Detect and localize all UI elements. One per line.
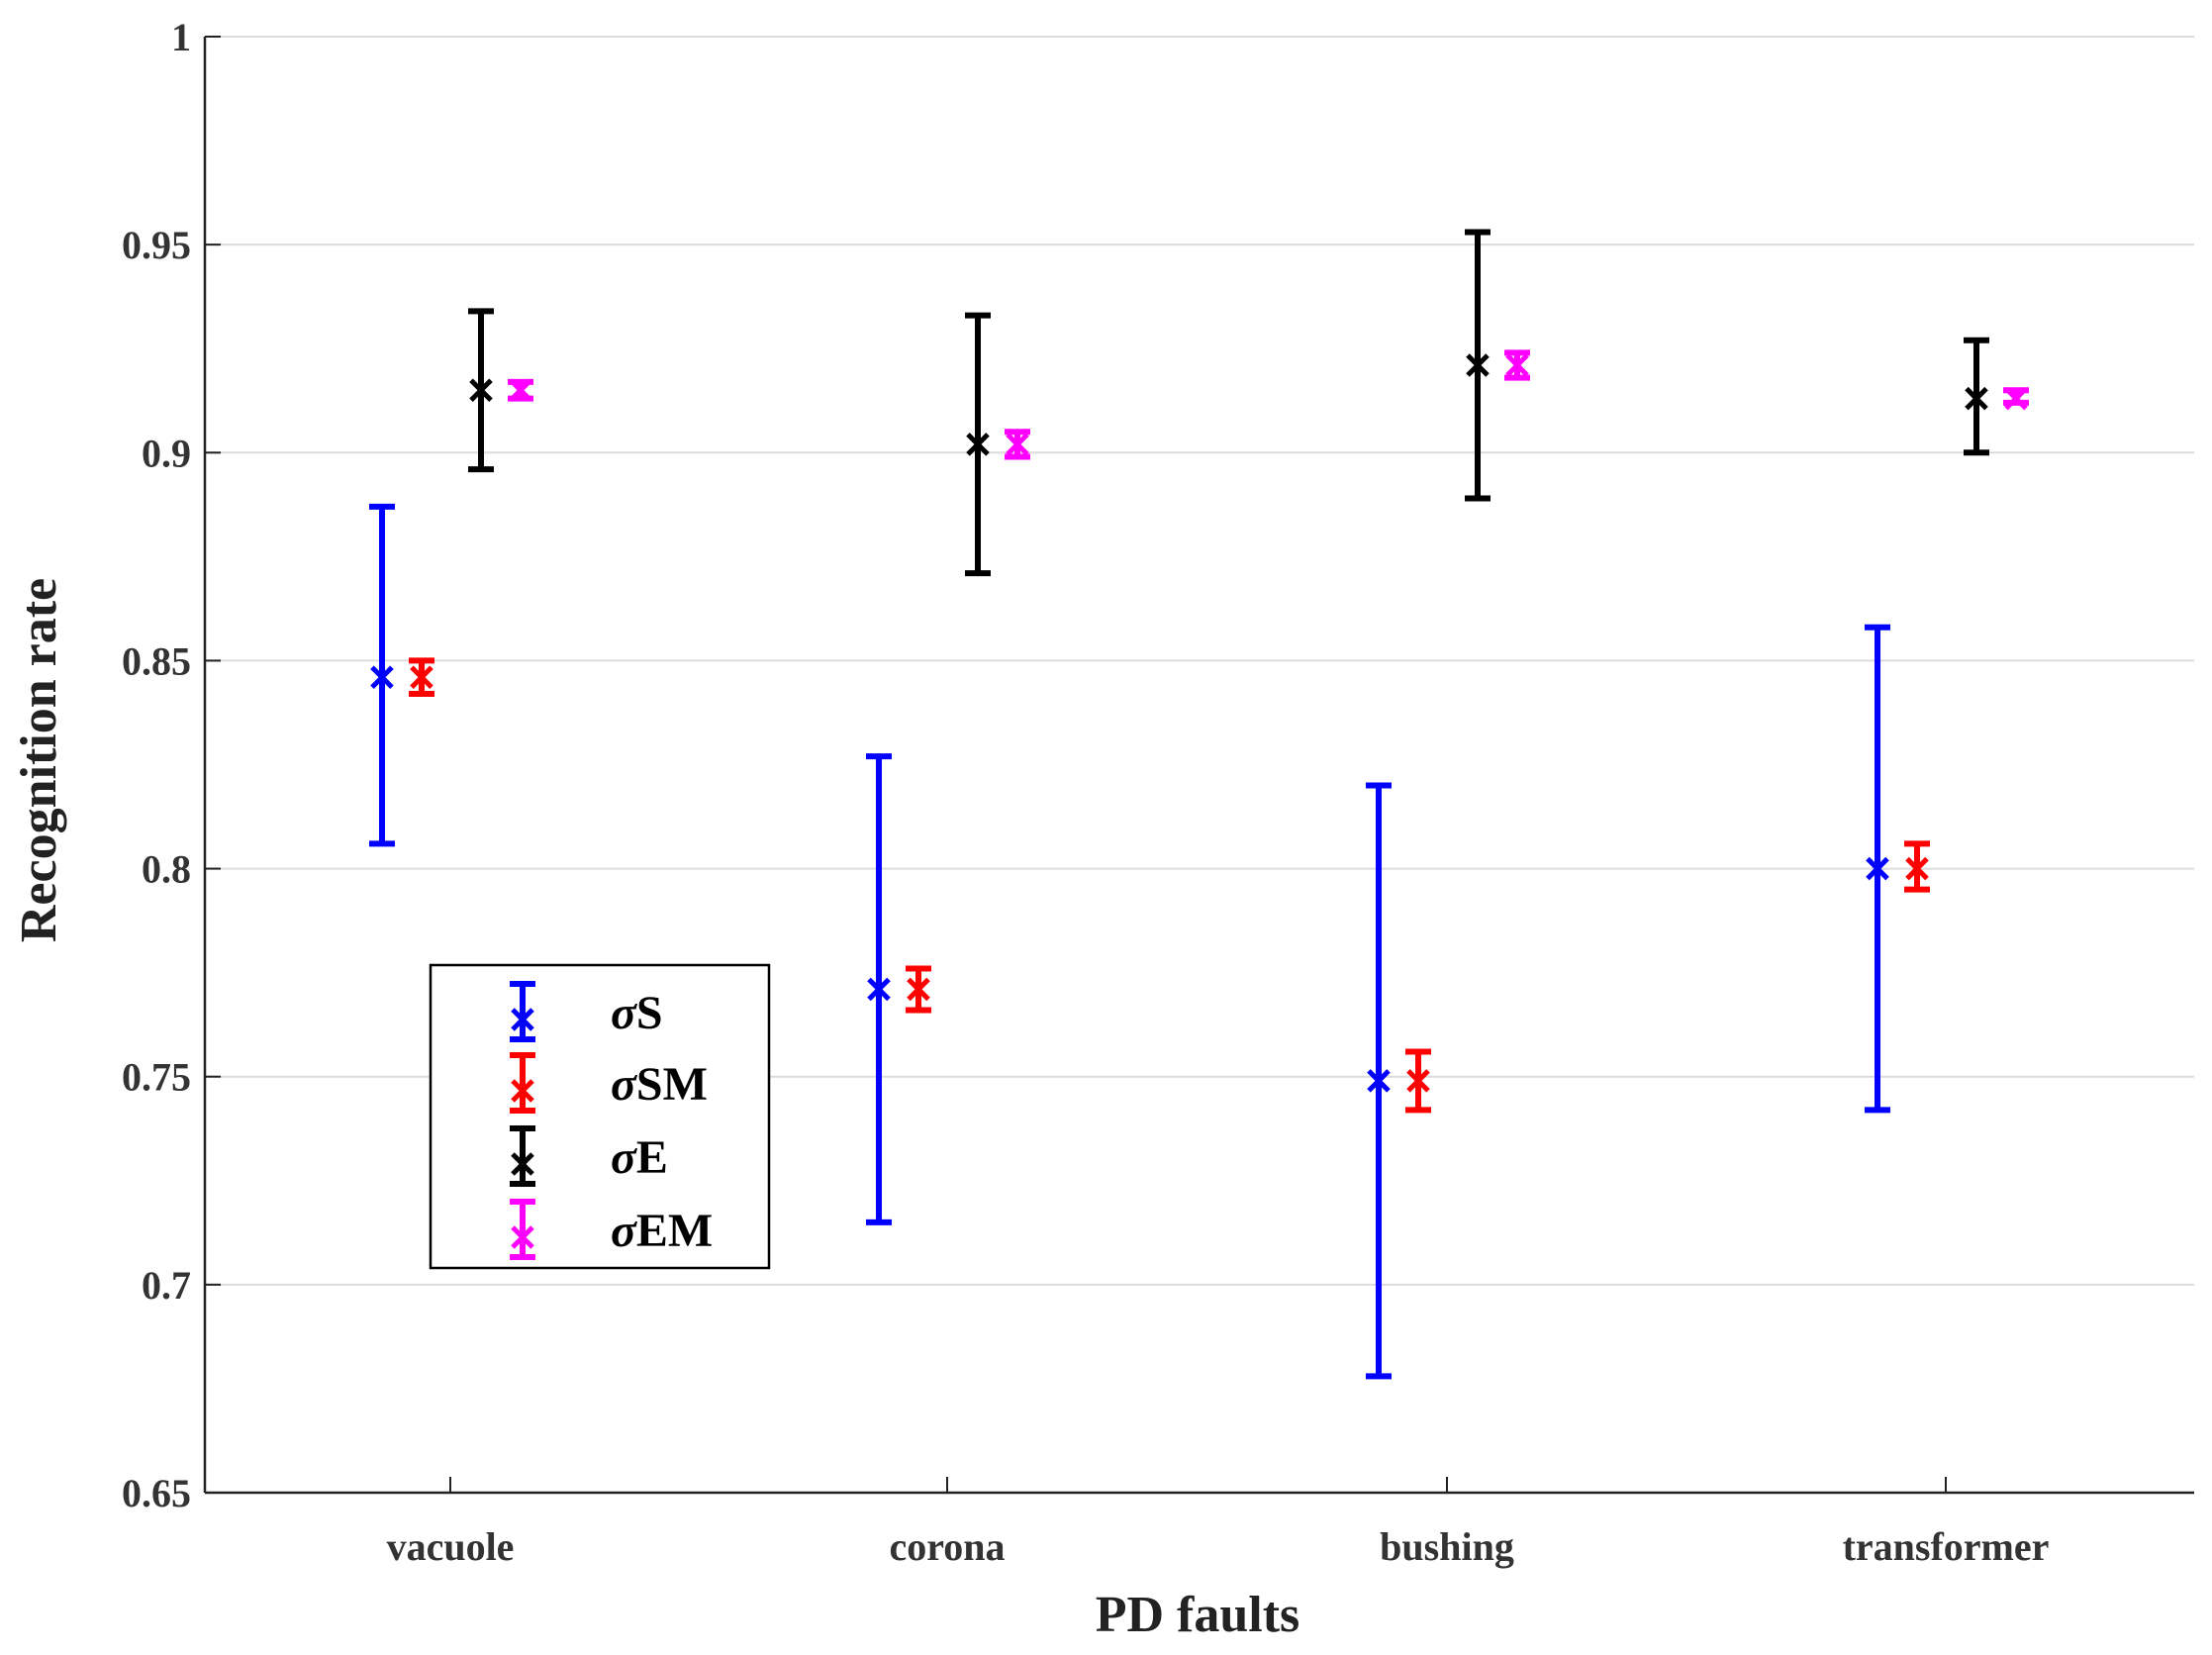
marker-stroke <box>1406 1069 1430 1093</box>
data-point-marker <box>1466 353 1490 377</box>
legend-label-symbol: σ <box>611 987 637 1039</box>
legend-label-letters: EM <box>636 1205 713 1257</box>
legend-swatch <box>510 981 535 1042</box>
marker-stroke <box>509 378 532 403</box>
y-tick-label: 0.95 <box>122 223 191 267</box>
x-axis-ticks: vacuole corona bushing transformer <box>387 1477 2050 1569</box>
data-point-marker <box>509 378 532 403</box>
data-point-marker <box>966 433 990 456</box>
series-e <box>468 229 1989 577</box>
legend-label-symbol: σ <box>611 1131 637 1184</box>
marker-stroke <box>1965 386 1988 411</box>
y-tick-label: 0.65 <box>122 1471 191 1515</box>
data-series <box>369 229 2029 1380</box>
legend-swatch-marker <box>511 1008 534 1031</box>
legend-swatch <box>510 1052 535 1114</box>
legend-swatch-marker <box>511 1225 534 1249</box>
data-point-marker <box>1367 1069 1391 1093</box>
x-tick-label: vacuole <box>387 1524 515 1569</box>
legend-swatch-marker <box>511 1152 534 1176</box>
x-tick-label: corona <box>889 1524 1005 1569</box>
marker-stroke <box>1367 1069 1391 1093</box>
data-point-marker <box>1006 433 1029 456</box>
marker-stroke <box>370 665 394 690</box>
data-point-marker <box>1406 1069 1430 1093</box>
legend-label: σS <box>611 987 663 1039</box>
y-tick-label: 0.75 <box>122 1055 191 1100</box>
marker-stroke <box>1505 353 1529 377</box>
legend-label-symbol: σ <box>611 1205 637 1257</box>
series-sm <box>409 657 1930 1114</box>
marker-stroke <box>511 1008 534 1031</box>
x-axis-title: PD faults <box>1096 1587 1300 1643</box>
data-point-marker <box>410 665 433 690</box>
data-point-marker <box>1905 856 1929 881</box>
marker-stroke <box>2004 386 2028 411</box>
series-em <box>508 349 2029 460</box>
x-tick-label: bushing <box>1380 1524 1514 1569</box>
data-point-marker <box>1866 856 1889 881</box>
legend-label: σSM <box>611 1058 708 1111</box>
y-tick-label: 0.9 <box>142 431 191 475</box>
y-tick-label: 0.8 <box>142 847 191 892</box>
marker-stroke <box>1006 433 1029 456</box>
marker-stroke <box>907 977 930 1002</box>
marker-stroke <box>511 1152 534 1176</box>
marker-stroke <box>966 433 990 456</box>
data-point-marker <box>867 977 891 1002</box>
legend-swatch <box>510 1125 535 1187</box>
marker-stroke <box>1866 856 1889 881</box>
data-point-marker <box>2004 386 2028 411</box>
data-point-marker <box>1505 353 1529 377</box>
marker-stroke <box>410 665 433 690</box>
legend-label-letters: S <box>636 987 663 1039</box>
data-point-marker <box>469 378 493 403</box>
data-point-marker <box>907 977 930 1002</box>
y-axis-ticks: 0.65 0.7 0.75 0.8 0.85 0.9 0.95 1 <box>122 15 221 1515</box>
y-tick-label: 1 <box>171 15 191 59</box>
series-s <box>369 503 1890 1380</box>
x-tick-label: transformer <box>1843 1524 2050 1569</box>
y-tick-label: 0.7 <box>142 1263 191 1308</box>
marker-stroke <box>867 977 891 1002</box>
marker-stroke <box>511 1225 534 1249</box>
y-tick-label: 0.85 <box>122 638 191 683</box>
legend-label: σE <box>611 1131 668 1184</box>
data-point-marker <box>370 665 394 690</box>
marker-stroke <box>1905 856 1929 881</box>
legend-box <box>429 963 771 1270</box>
marker-stroke <box>511 1079 534 1103</box>
legend-swatch-marker <box>511 1079 534 1103</box>
axes <box>203 37 2194 1495</box>
marker-stroke <box>469 378 493 403</box>
legend-label-letters: E <box>636 1131 668 1184</box>
legend-label: σEM <box>611 1205 713 1257</box>
y-axis-title: Recognition rate <box>11 578 67 942</box>
legend-label-letters: SM <box>636 1058 708 1111</box>
legend-swatch <box>510 1199 535 1260</box>
data-point-marker <box>1965 386 1988 411</box>
marker-stroke <box>1466 353 1490 377</box>
legend-label-symbol: σ <box>611 1058 637 1111</box>
